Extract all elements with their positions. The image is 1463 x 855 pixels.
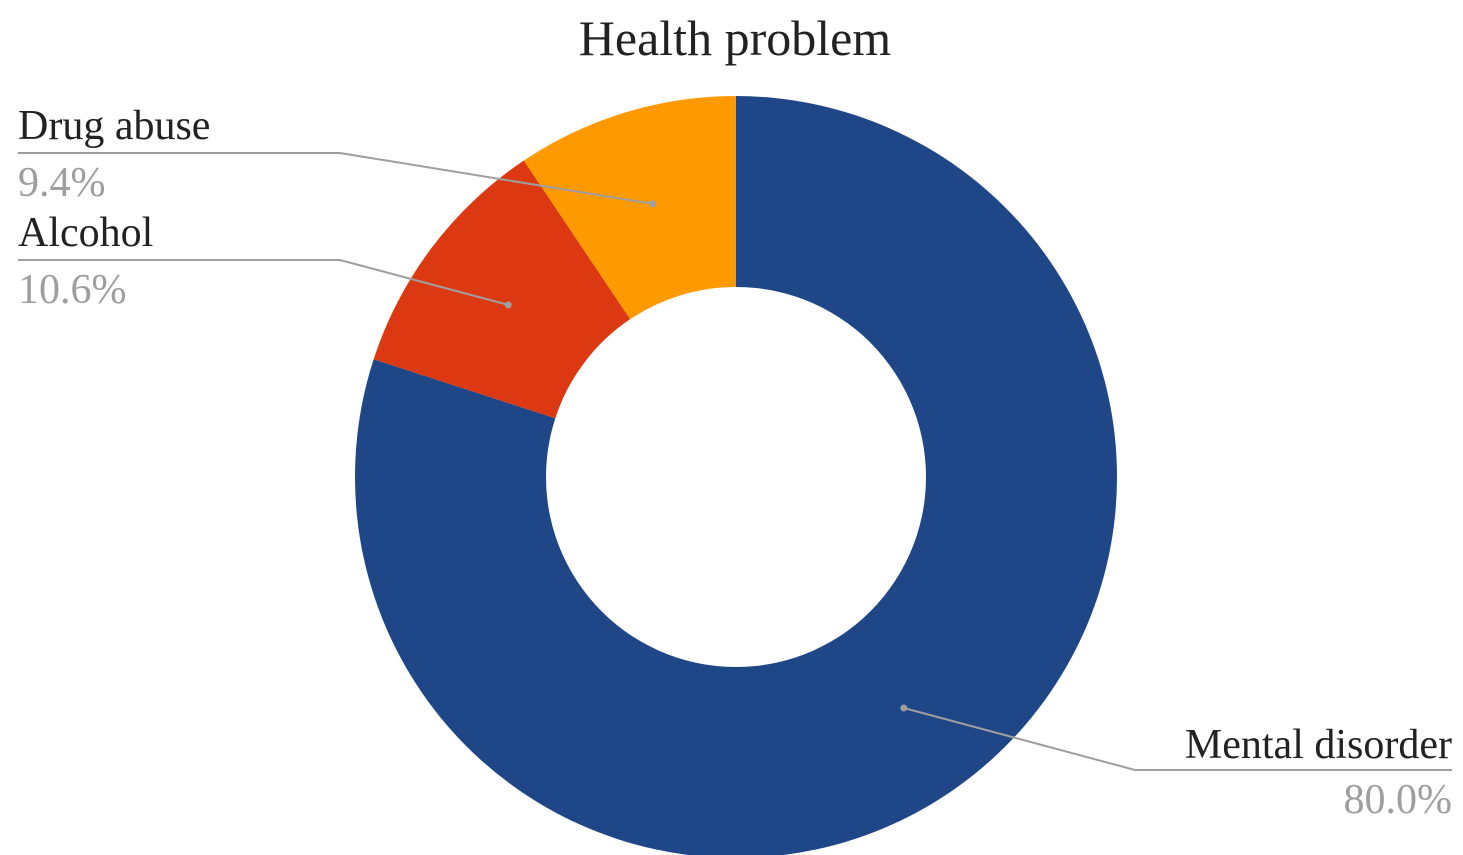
slice-mental-disorder: [355, 96, 1117, 855]
slices-group: [355, 96, 1117, 855]
chart-title: Health problem: [579, 10, 892, 66]
leader-dot-drug-abuse: [649, 200, 657, 208]
value-label-alcohol: 10.6%: [18, 267, 127, 313]
category-label-drug-abuse: Drug abuse: [18, 103, 210, 149]
value-label-mental-disorder: 80.0%: [1344, 777, 1453, 823]
slice-alcohol: [373, 160, 631, 419]
slice-drug-abuse: [523, 96, 736, 320]
category-label-alcohol: Alcohol: [18, 210, 153, 256]
leader-line-alcohol: [18, 259, 509, 306]
leader-dot-mental-disorder: [900, 704, 908, 712]
value-label-drug-abuse: 9.4%: [18, 160, 106, 206]
category-label-mental-disorder: Mental disorder: [1185, 722, 1452, 768]
labels-group: Mental disorder 80.0% Alcohol 10.6% Drug abu…: [18, 103, 1452, 823]
leader-line-drug-abuse: [18, 152, 654, 205]
leader-line-mental-disorder: [903, 707, 1452, 771]
leader-dot-alcohol: [504, 301, 512, 309]
